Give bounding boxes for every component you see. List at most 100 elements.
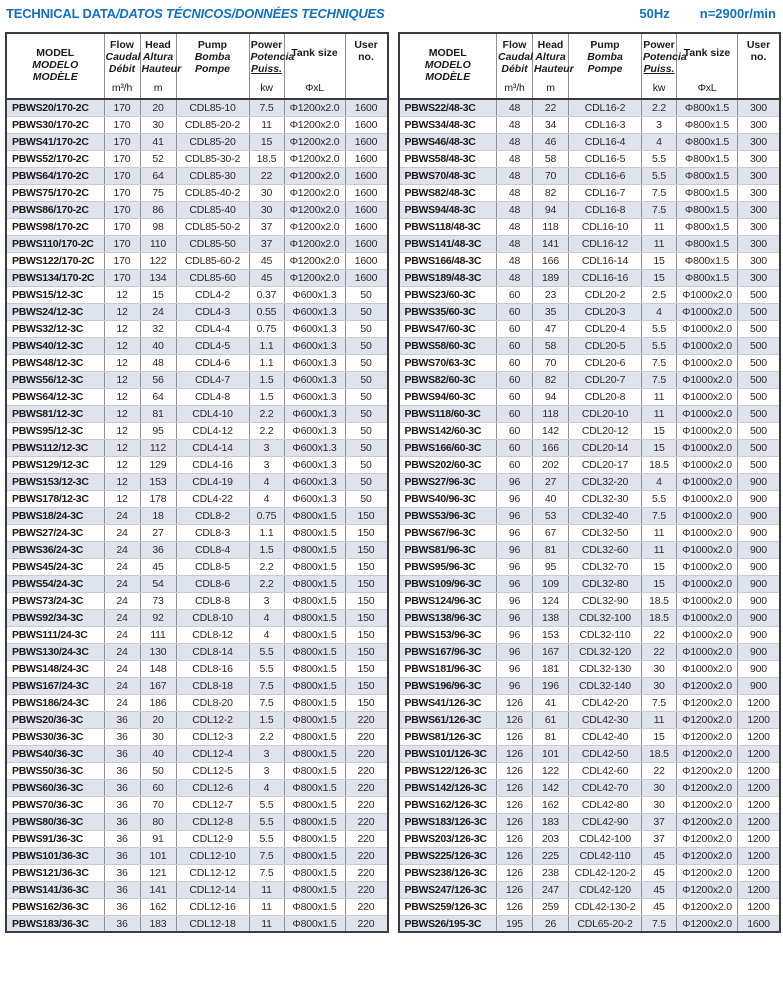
head-cell: 30 xyxy=(139,115,177,134)
pump-cell: CDL85-50 xyxy=(175,234,250,253)
model-cell: PBWS196/96-3C xyxy=(398,676,497,695)
model-cell: PBWS101/126-3C xyxy=(398,744,497,763)
flow-header-unit: m³/h xyxy=(504,82,525,95)
power-cell: 7.5 xyxy=(641,200,677,219)
col-header-tank: Tank size ΦxL xyxy=(283,32,346,101)
user-cell: 50 xyxy=(344,489,388,508)
power-cell: 22 xyxy=(248,166,285,185)
user-cell: 900 xyxy=(737,642,781,661)
table-row: PBWS58/60-3C 60 58 CDL20-5 5.5 Φ1000x2.0 500 xyxy=(398,336,781,355)
pump-cell: CDL42-50 xyxy=(568,744,642,763)
pump-cell: CDL85-20-2 xyxy=(175,115,250,134)
flow-cell: 96 xyxy=(496,506,533,525)
user-cell: 300 xyxy=(737,132,781,151)
user-cell: 1600 xyxy=(737,914,781,933)
head-cell: 40 xyxy=(139,336,177,355)
table-row: PBWS70/48-3C 48 70 CDL16-6 5.5 Φ800x1.5 300 xyxy=(398,166,781,185)
pump-cell: CDL20-5 xyxy=(568,336,642,355)
model-header-fr: MODÈLE xyxy=(32,70,78,83)
table-row: PBWS153/12-3C 12 153 CDL4-19 4 Φ600x1.3 50 xyxy=(5,472,388,491)
power-cell: 11 xyxy=(641,523,677,542)
model-cell: PBWS118/48-3C xyxy=(398,217,497,236)
user-cell: 1600 xyxy=(344,132,388,151)
head-cell: 130 xyxy=(139,642,177,661)
user-cell: 150 xyxy=(344,659,388,678)
model-cell: PBWS202/60-3C xyxy=(398,455,497,474)
tank-cell: Φ1200x2.0 xyxy=(283,132,346,151)
pump-cell: CDL8-5 xyxy=(175,557,250,576)
pump-cell: CDL8-3 xyxy=(175,523,250,542)
model-cell: PBWS41/126-3C xyxy=(398,693,497,712)
flow-cell: 60 xyxy=(496,302,533,321)
head-cell: 118 xyxy=(532,404,569,423)
table-row: PBWS86/170-2C 170 86 CDL85-40 30 Φ1200x2.0 160… xyxy=(5,200,388,219)
tank-cell: Φ1200x2.0 xyxy=(283,234,346,253)
power-cell: 15 xyxy=(641,438,677,457)
user-cell: 1200 xyxy=(737,795,781,814)
head-cell: 81 xyxy=(532,727,569,746)
tank-cell: Φ800x1.5 xyxy=(283,506,346,525)
table-row: PBWS23/60-3C 60 23 CDL20-2 2.5 Φ1000x2.0 500 xyxy=(398,285,781,304)
table-row: PBWS81/96-3C 96 81 CDL32-60 11 Φ1000x2.0 900 xyxy=(398,540,781,559)
user-cell: 150 xyxy=(344,591,388,610)
table-row: PBWS101/126-3C 126 101 CDL42-50 18.5 Φ1200x2.… xyxy=(398,744,781,763)
power-cell: 11 xyxy=(641,234,677,253)
flow-cell: 126 xyxy=(496,727,533,746)
flow-cell: 170 xyxy=(103,234,141,253)
model-cell: PBWS122/126-3C xyxy=(398,761,497,780)
flow-cell: 170 xyxy=(103,217,141,236)
pump-cell: CDL16-3 xyxy=(568,115,642,134)
model-cell: PBWS22/48-3C xyxy=(398,98,497,117)
user-cell: 900 xyxy=(737,506,781,525)
pump-cell: CDL16-7 xyxy=(568,183,642,202)
pump-cell: CDL8-20 xyxy=(175,693,250,712)
user-cell: 50 xyxy=(344,336,388,355)
table-row: PBWS40/12-3C 12 40 CDL4-5 1.1 Φ600x1.3 50 xyxy=(5,336,388,355)
table-row: PBWS64/170-2C 170 64 CDL85-30 22 Φ1200x2.0 160… xyxy=(5,166,388,185)
pump-header-fr: Pompe xyxy=(587,62,623,75)
head-cell: 86 xyxy=(139,200,177,219)
user-cell: 1200 xyxy=(737,897,781,916)
head-header-unit: m xyxy=(546,82,555,95)
table-row: PBWS47/60-3C 60 47 CDL20-4 5.5 Φ1000x2.0 500 xyxy=(398,319,781,338)
flow-cell: 36 xyxy=(103,863,141,882)
power-cell: 15 xyxy=(641,251,677,270)
head-cell: 129 xyxy=(139,455,177,474)
tank-cell: Φ1200x2.0 xyxy=(676,795,738,814)
head-cell: 95 xyxy=(139,421,177,440)
user-cell: 50 xyxy=(344,302,388,321)
pump-cell: CDL4-4 xyxy=(175,319,250,338)
user-cell: 1600 xyxy=(344,268,388,287)
flow-cell: 126 xyxy=(496,761,533,780)
model-cell: PBWS95/12-3C xyxy=(5,421,105,440)
user-cell: 900 xyxy=(737,608,781,627)
head-cell: 41 xyxy=(139,132,177,151)
table-row: PBWS259/126-3C 126 259 CDL42-130-2 45 Φ1200x2… xyxy=(398,897,781,916)
user-cell: 1600 xyxy=(344,166,388,185)
flow-cell: 36 xyxy=(103,795,141,814)
power-cell: 45 xyxy=(248,268,285,287)
user-cell: 300 xyxy=(737,166,781,185)
flow-cell: 170 xyxy=(103,200,141,219)
user-cell: 900 xyxy=(737,557,781,576)
user-cell: 220 xyxy=(344,897,388,916)
tank-cell: Φ1000x2.0 xyxy=(676,523,738,542)
flow-header-fr: Débit xyxy=(501,62,528,75)
flow-cell: 48 xyxy=(496,98,533,117)
model-cell: PBWS142/126-3C xyxy=(398,778,497,797)
model-cell: PBWS20/36-3C xyxy=(5,710,105,729)
head-cell: 36 xyxy=(139,540,177,559)
power-cell: 15 xyxy=(248,132,285,151)
power-cell: 5.5 xyxy=(248,659,285,678)
table-row: PBWS40/36-3C 36 40 CDL12-4 3 Φ800x1.5 220 xyxy=(5,744,388,763)
tank-cell: Φ600x1.3 xyxy=(283,404,346,423)
head-cell: 67 xyxy=(532,523,569,542)
power-cell: 3 xyxy=(248,761,285,780)
power-cell: 4 xyxy=(641,132,677,151)
power-header-unit: kw xyxy=(652,82,666,95)
col-header-user: User no. xyxy=(344,32,388,101)
model-cell: PBWS118/60-3C xyxy=(398,404,497,423)
pump-cell: CDL12-10 xyxy=(175,846,250,865)
model-cell: PBWS178/12-3C xyxy=(5,489,105,508)
model-cell: PBWS60/36-3C xyxy=(5,778,105,797)
